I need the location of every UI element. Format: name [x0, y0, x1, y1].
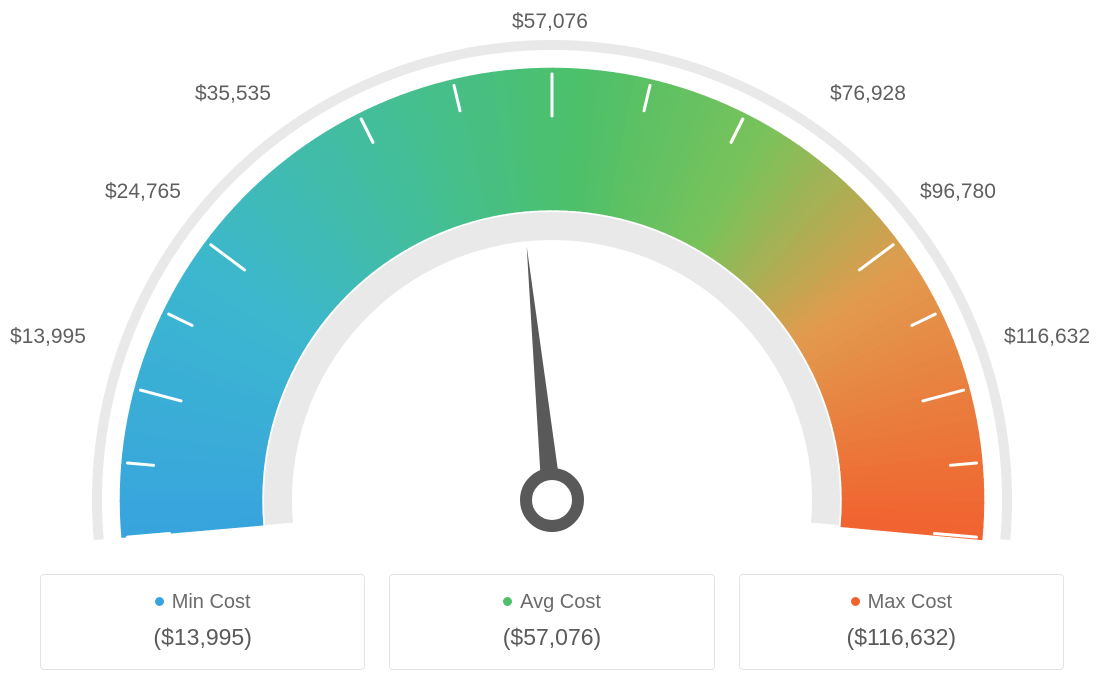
gauge-svg [0, 0, 1104, 560]
tick-label: $76,928 [830, 82, 906, 106]
legend-title-text: Avg Cost [520, 591, 601, 613]
tick-label: $116,632 [1004, 325, 1090, 349]
legend-value-min: ($13,995) [51, 624, 354, 651]
dot-icon [503, 597, 512, 606]
legend: Min Cost ($13,995) Avg Cost ($57,076) Ma… [40, 574, 1064, 670]
legend-title-text: Max Cost [868, 591, 952, 613]
tick-label: $35,535 [195, 82, 271, 106]
dot-icon [155, 597, 164, 606]
gauge-chart: $13,995 $24,765 $35,535 $57,076 $76,928 $96,7… [0, 0, 1104, 690]
legend-value-max: ($116,632) [750, 624, 1053, 651]
dot-icon [851, 597, 860, 606]
legend-title-avg: Avg Cost [400, 591, 703, 614]
legend-title-min: Min Cost [51, 591, 354, 614]
legend-card-avg: Avg Cost ($57,076) [389, 574, 714, 670]
tick-label: $96,780 [920, 180, 996, 204]
legend-title-max: Max Cost [750, 591, 1053, 614]
legend-card-min: Min Cost ($13,995) [40, 574, 365, 670]
legend-title-text: Min Cost [172, 591, 251, 613]
tick-label: $13,995 [10, 325, 86, 349]
legend-card-max: Max Cost ($116,632) [739, 574, 1064, 670]
legend-value-avg: ($57,076) [400, 624, 703, 651]
tick-label: $24,765 [105, 180, 181, 204]
tick-label: $57,076 [512, 10, 588, 34]
